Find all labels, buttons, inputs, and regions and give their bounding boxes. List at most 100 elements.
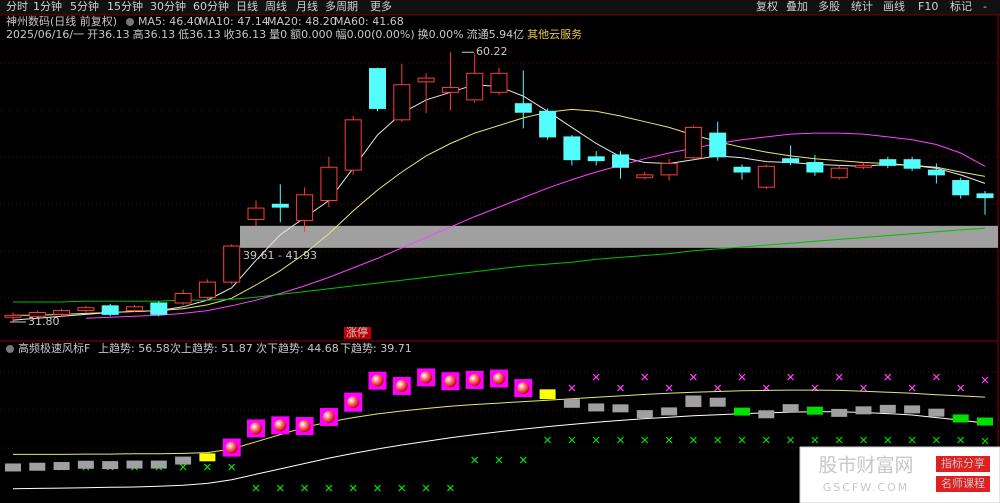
signal-box [29, 462, 46, 471]
legend-entry: MA10: 47.14 [199, 15, 269, 28]
tool-button[interactable]: 复权 [756, 0, 778, 13]
candle-body [150, 302, 168, 315]
signal-box [661, 407, 678, 416]
trend-marker [932, 436, 940, 444]
trend-marker [471, 456, 479, 464]
signal-ball [225, 441, 238, 454]
legend-entry: 次下趋势: 44.68 [256, 341, 339, 355]
info-item: 换0.00% [418, 27, 464, 41]
signal-box [53, 462, 70, 471]
period-tab[interactable]: 多周期 [325, 0, 358, 13]
candle-body [247, 207, 265, 220]
period-tab[interactable]: 月线 [296, 0, 318, 13]
legend-entry: MA60: 41.68 [334, 15, 404, 28]
band-label: 39.61 - 41.93 [243, 249, 317, 262]
trend-marker [495, 456, 503, 464]
price-band [240, 225, 998, 248]
candle-body [927, 169, 945, 176]
signal-ball [250, 422, 262, 435]
period-tab[interactable]: 日线 [236, 0, 258, 13]
ma-line [85, 132, 986, 319]
period-tab[interactable]: 60分钟 [193, 0, 229, 13]
candle-body [830, 167, 848, 179]
watermark: 股市财富网 GSCFW.COM 指标分享 名师课程 [799, 446, 1000, 503]
trend-line [12, 411, 986, 490]
ma-line [13, 108, 986, 316]
candle-body [952, 180, 970, 196]
signal-box [831, 408, 848, 417]
trend-marker [884, 373, 892, 381]
candle-body [393, 84, 411, 121]
signal-ball [322, 411, 335, 424]
period-tab[interactable]: 更多 [370, 0, 392, 13]
tool-button[interactable]: 标记 [950, 0, 972, 13]
trend-marker [787, 436, 795, 444]
period-tab[interactable]: 30分钟 [150, 0, 186, 13]
candle-body [563, 136, 581, 161]
signal-box [199, 453, 216, 462]
candle-body [271, 203, 289, 208]
trend-marker [835, 436, 843, 444]
candle-body [101, 305, 119, 315]
tool-button[interactable]: 画线 [883, 0, 905, 13]
period-tab[interactable]: 1分钟 [33, 0, 62, 13]
candle-body [4, 314, 22, 318]
info-item: 开36.13 [87, 28, 130, 41]
info-item: 收36.13 [224, 27, 267, 41]
signal-box [734, 407, 750, 416]
trend-marker [374, 484, 381, 492]
signal-box [5, 463, 21, 472]
tool-button[interactable]: 叠加 [786, 0, 808, 13]
trend-marker [422, 484, 430, 492]
info-item: 流通5.94亿 [467, 27, 525, 41]
trend-marker [714, 436, 722, 444]
tool-button[interactable]: 多股 [818, 0, 840, 13]
signal-ball [444, 375, 457, 388]
signal-ball [468, 373, 481, 386]
trend-marker [617, 384, 624, 392]
candle-body [733, 166, 751, 173]
signal-ball [420, 371, 433, 384]
period-tab[interactable]: 分时 [6, 0, 28, 13]
legend-entry: 次上趋势: 51.87 [170, 341, 253, 355]
trend-marker [592, 436, 600, 444]
candle-body [636, 174, 654, 179]
signal-box [685, 395, 702, 408]
candle-body [320, 166, 338, 201]
signal-box [126, 460, 143, 469]
trend-marker [787, 373, 795, 381]
candle-body [903, 159, 921, 169]
candle-body [490, 72, 508, 93]
trend-marker [884, 436, 892, 444]
signal-box [709, 397, 726, 407]
trend-marker [641, 373, 649, 381]
signal-box [928, 408, 945, 417]
tool-button[interactable]: 统计 [851, 0, 873, 13]
trend-marker [592, 373, 600, 381]
tool-button[interactable]: - [983, 0, 987, 13]
watermark-link[interactable]: 名师课程 [941, 476, 985, 490]
info-item: 额0.000 [290, 28, 333, 41]
period-tab[interactable]: 5分钟 [70, 0, 99, 13]
period-tab[interactable]: 周线 [265, 0, 287, 13]
trend-marker [738, 436, 746, 444]
tool-button[interactable]: F10 [918, 0, 938, 13]
trend-marker [811, 436, 819, 444]
trend-marker [301, 484, 309, 492]
trend-marker [349, 484, 357, 492]
signal-ball [493, 372, 505, 385]
trend-marker [544, 436, 552, 444]
candle-body [53, 310, 71, 315]
period-tab[interactable]: 15分钟 [107, 0, 143, 13]
signal-ball [371, 374, 384, 387]
trend-marker [860, 384, 867, 392]
annotation: 60.22 [476, 45, 508, 58]
watermark-link[interactable]: 指标分享 [941, 456, 985, 470]
legend-entry: 上趋势: 56.58 [98, 342, 170, 355]
info-item: 低36.13 [178, 28, 221, 41]
trend-marker [665, 436, 673, 444]
trend-marker [714, 384, 722, 392]
candle-body [296, 194, 314, 221]
trend-marker [957, 436, 965, 444]
